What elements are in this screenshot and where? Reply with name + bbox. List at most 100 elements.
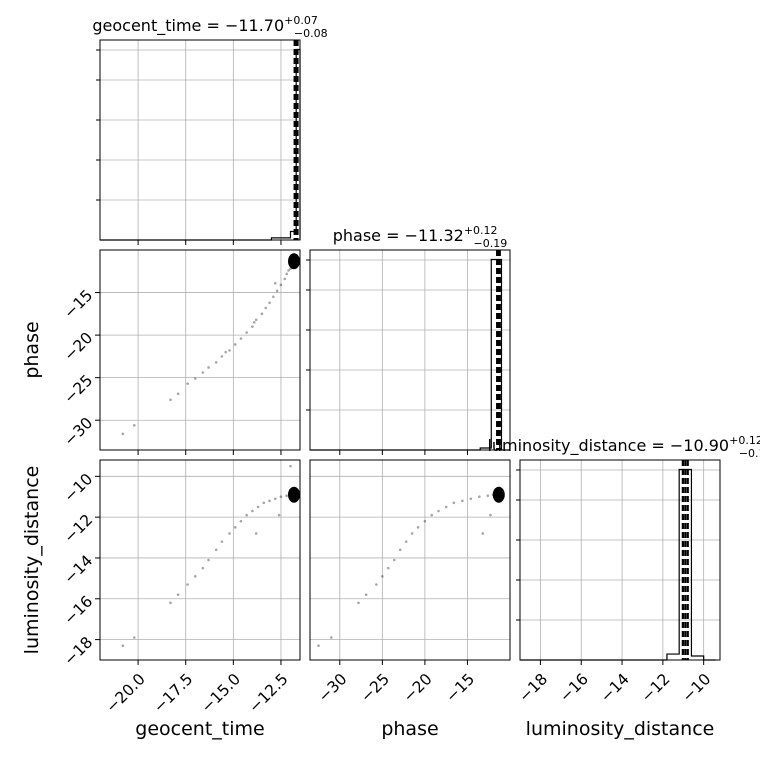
scatter-point: [254, 318, 258, 322]
luminosity_distance-xtick-label-3: −12: [638, 670, 674, 706]
hist-geocent_time-title: geocent_time = −11.70+0.07 −0.08: [92, 14, 327, 40]
luminosity_distance-ytick-label-3: −16: [61, 592, 97, 628]
scatter-geocent_time-vs-phase-density-core: [288, 253, 300, 270]
luminosity_distance-xtick-label-4: −10: [679, 670, 715, 706]
scatter-point: [275, 289, 279, 293]
scatter-point: [273, 497, 277, 501]
scatter-point: [233, 526, 237, 529]
scatter-point: [260, 312, 264, 316]
scatter-point: [486, 494, 490, 498]
hist-phase-title: phase = −11.32+0.12 −0.19: [333, 224, 508, 250]
title-lower: −0.12: [739, 447, 760, 460]
scatter-point: [121, 432, 125, 436]
phase-ytick-label-2: −25: [61, 371, 97, 407]
xlabel-luminosity-distance: luminosity_distance: [526, 718, 715, 740]
scatter-point: [357, 601, 360, 605]
scatter-point: [220, 540, 224, 543]
scatter-point: [404, 540, 408, 543]
xlabel-geocent-time: geocent_time: [135, 718, 264, 740]
scatter-point: [254, 532, 258, 535]
scatter-point: [214, 548, 218, 552]
scatter-point: [317, 644, 320, 648]
scatter-point: [228, 349, 231, 352]
scatter-point: [201, 371, 205, 374]
scatter-point: [176, 593, 180, 596]
phase-xtick-label-3: −15: [442, 670, 478, 706]
scatter-point: [201, 566, 205, 570]
scatter-point: [252, 321, 256, 324]
scatter-point: [272, 295, 275, 299]
scatter-point: [481, 532, 485, 535]
scatter-point: [239, 337, 243, 340]
scatter-point: [176, 392, 180, 396]
scatter-point: [220, 355, 224, 358]
scatter-phase-vs-luminosity_distance-frame: [309, 459, 511, 661]
luminosity_distance-ytick-label-0: −10: [61, 470, 97, 506]
scatter-point: [268, 499, 271, 503]
geocent_time-xtick-label-2: −15.0: [198, 670, 244, 716]
hist-geocent_time-steps: [100, 48, 301, 241]
scatter-point: [262, 501, 266, 505]
geocent_time-xtick-label-3: −12.5: [245, 670, 291, 716]
scatter-point: [245, 331, 248, 334]
scatter-point: [256, 505, 260, 509]
luminosity_distance-ytick-label-1: −12: [61, 511, 97, 547]
scatter-geocent_time-vs-phase-points: [121, 258, 300, 436]
scatter-point: [268, 301, 271, 305]
scatter-point: [132, 424, 136, 427]
scatter-point: [398, 548, 402, 552]
luminosity_distance-xtick-label-2: −14: [597, 670, 633, 706]
title-upper: +0.07: [284, 14, 318, 27]
phase-ytick-label-1: −20: [61, 329, 97, 365]
scatter-phase-vs-luminosity_distance-density-core: [492, 486, 505, 503]
scatter-point: [381, 575, 384, 578]
ylabel-luminosity-distance: luminosity_distance: [21, 466, 43, 655]
scatter-geocent_time-vs-luminosity_distance-density-core: [288, 486, 300, 503]
scatter-point: [193, 575, 197, 578]
scatter-point: [430, 513, 434, 517]
hist-luminosity_distance-title: luminosity_distance = −10.90+0.12−0.12: [487, 434, 760, 460]
phase-xtick-label-1: −25: [357, 670, 393, 706]
hist-geocent_time-frame: [99, 39, 301, 241]
scatter-geocent_time-vs-phase-frame: [99, 249, 301, 451]
scatter-point: [416, 526, 420, 529]
scatter-point: [469, 497, 473, 501]
scatter-point: [283, 277, 287, 281]
scatter-point: [169, 398, 172, 402]
title-value: −10.90: [670, 436, 729, 455]
scatter-point: [444, 505, 448, 509]
scatter-point: [245, 513, 248, 517]
hist-luminosity_distance-steps: [520, 468, 716, 661]
phase-ytick-label-3: −30: [61, 414, 97, 450]
scatter-point: [239, 519, 243, 523]
scatter-point: [478, 495, 481, 499]
scatter-geocent_time-vs-luminosity_distance-points: [121, 464, 300, 648]
scatter-point: [461, 499, 464, 503]
scatter-point: [437, 509, 440, 513]
phase-ytick-label-0: −15: [61, 286, 97, 322]
title-lower: −0.08: [294, 27, 328, 40]
scatter-point: [186, 583, 189, 586]
scatter-point: [207, 558, 210, 562]
scatter-point: [386, 566, 390, 570]
scatter-point: [186, 382, 189, 385]
scatter-point: [251, 325, 254, 328]
hist-phase-frame: [309, 249, 511, 451]
luminosity_distance-ytick-label-2: −14: [61, 552, 97, 588]
scatter-point: [233, 343, 237, 346]
title-prefix: phase =: [333, 226, 405, 245]
scatter-point: [285, 272, 288, 276]
title-upper: +0.12: [464, 224, 498, 237]
scatter-point: [287, 269, 290, 272]
scatter-point: [193, 377, 197, 380]
title-lower: −0.19: [474, 237, 508, 250]
scatter-point: [132, 636, 136, 639]
title-upper: +0.12: [729, 434, 760, 447]
luminosity_distance-ytick-label-4: −18: [61, 633, 97, 669]
scatter-point: [410, 532, 414, 535]
scatter-phase-vs-luminosity_distance-points: [317, 491, 502, 648]
scatter-point: [207, 366, 210, 369]
scatter-point: [392, 558, 396, 562]
scatter-point: [228, 532, 231, 535]
